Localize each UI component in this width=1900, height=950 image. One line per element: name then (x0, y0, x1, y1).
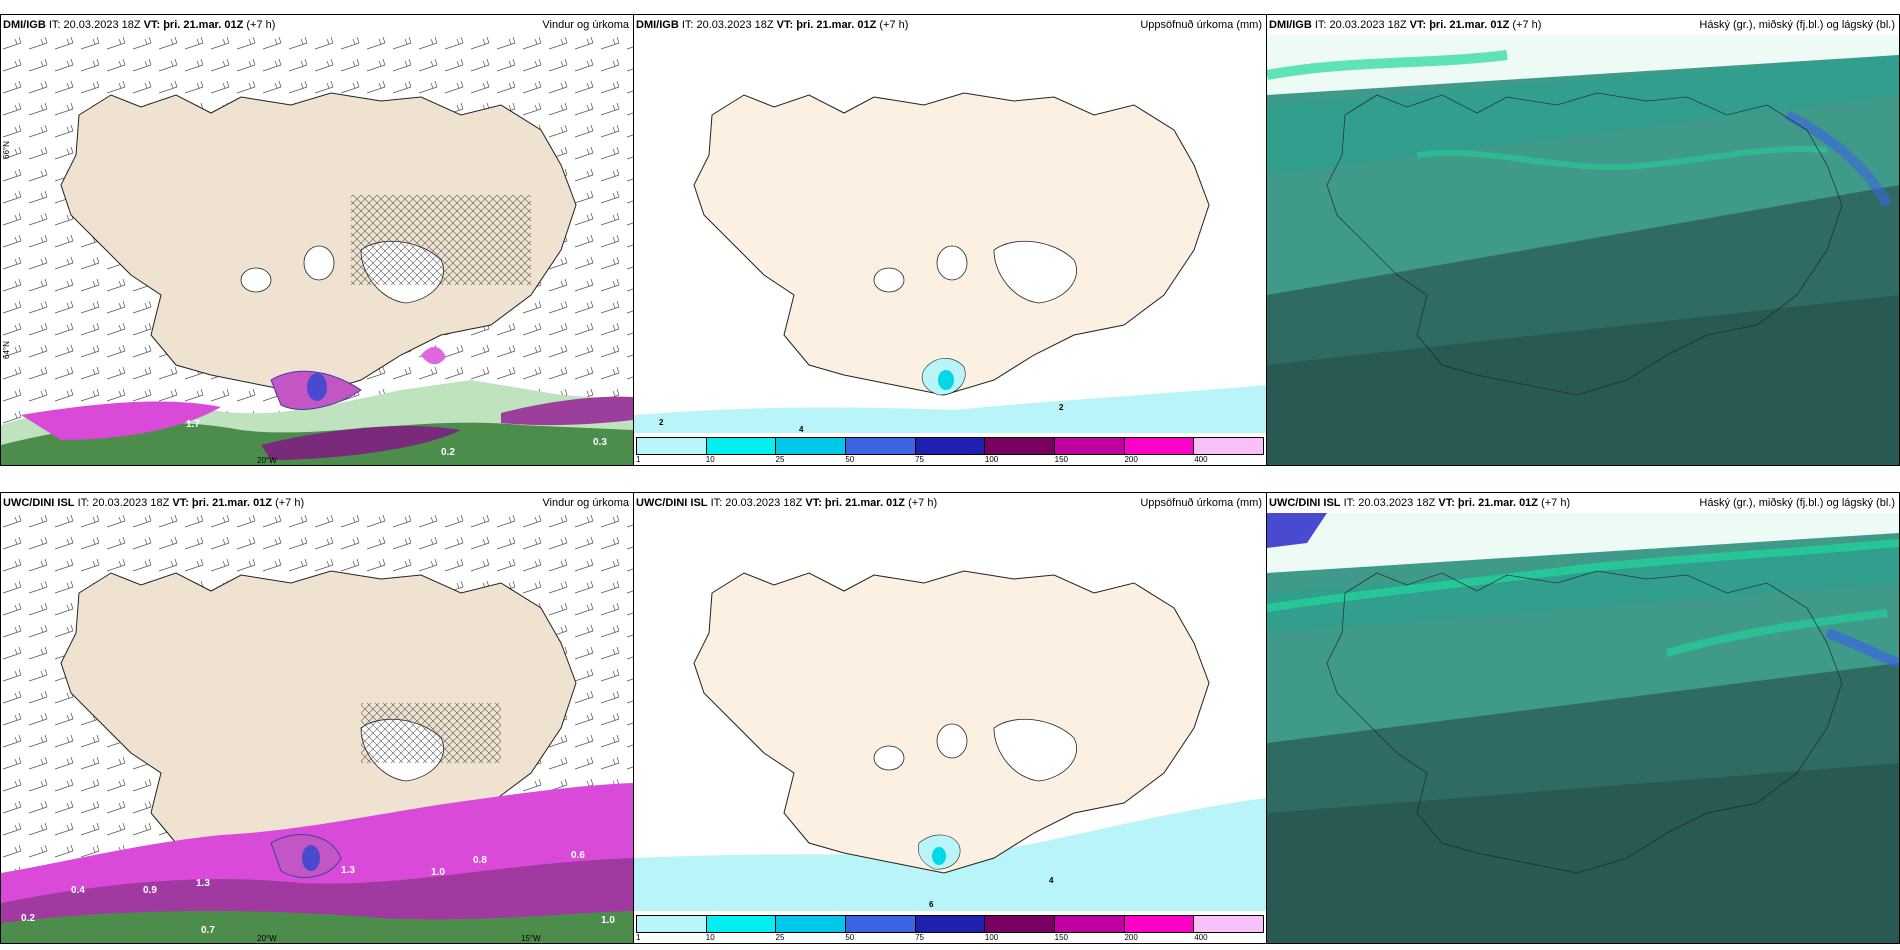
svg-text:0.2: 0.2 (441, 447, 455, 458)
accum-precip-map: 2 4 2 (634, 35, 1266, 433)
svg-text:0.2: 0.2 (21, 913, 35, 924)
svg-text:0.4: 0.4 (71, 885, 85, 896)
legend-swatch (706, 916, 777, 932)
wind-precip-map: 0.4 0.9 1.3 1.3 0.2 0.7 1.0 0.8 0.6 1.0 … (1, 513, 633, 943)
legend-swatch (706, 438, 777, 454)
legend-tick: 25 (775, 455, 785, 464)
svg-text:20°W: 20°W (257, 934, 277, 943)
legend-tick: 1 (636, 933, 641, 942)
legend-tick: 25 (775, 933, 785, 942)
clouds-map (1267, 35, 1899, 465)
panel-header: DMI/IGB IT: 20.03.2023 18Z VT: þri. 21.m… (3, 19, 629, 31)
panel-header: DMI/IGB IT: 20.03.2023 18Z VT: þri. 21.m… (636, 19, 1262, 31)
legend-swatch (1124, 438, 1195, 454)
svg-text:1.0: 1.0 (601, 915, 615, 926)
panel-header: UWC/DINI ISL IT: 20.03.2023 18Z VT: þri.… (636, 497, 1262, 509)
legend-swatch (846, 916, 916, 932)
svg-text:4: 4 (1049, 876, 1054, 885)
panel-accum-precip-dmi: DMI/IGB IT: 20.03.2023 18Z VT: þri. 21.m… (633, 14, 1267, 466)
legend-tick: 10 (705, 455, 715, 464)
svg-text:64°N: 64°N (2, 341, 11, 359)
legend-tick: 50 (845, 933, 855, 942)
legend-swatch (776, 916, 847, 932)
svg-text:0.3: 0.3 (593, 437, 607, 448)
svg-text:2: 2 (1059, 403, 1064, 412)
panel-clouds-dmi: DMI/IGB IT: 20.03.2023 18Z VT: þri. 21.m… (1266, 14, 1900, 466)
panel-clouds-uwc: UWC/DINI ISL IT: 20.03.2023 18Z VT: þri.… (1266, 492, 1900, 944)
panel-header: UWC/DINI ISL IT: 20.03.2023 18Z VT: þri.… (3, 497, 629, 509)
legend-swatch (1124, 916, 1195, 932)
svg-text:0.9: 0.9 (143, 885, 157, 896)
panel-header: DMI/IGB IT: 20.03.2023 18Z VT: þri. 21.m… (1269, 19, 1895, 31)
panel-wind-precip-uwc: UWC/DINI ISL IT: 20.03.2023 18Z VT: þri.… (0, 492, 634, 944)
precip-legend: 1 10 25 50 75 100 150 200 400 (634, 911, 1266, 943)
legend-tick: 150 (1054, 455, 1069, 464)
legend-tick: 100 (984, 455, 999, 464)
svg-text:4: 4 (799, 425, 804, 433)
legend-tick: 75 (915, 455, 925, 464)
legend-swatch (637, 916, 707, 932)
svg-text:66°N: 66°N (2, 141, 11, 159)
svg-text:0.7: 0.7 (201, 925, 215, 936)
svg-text:1.3: 1.3 (196, 878, 210, 889)
wind-precip-map: 1.7 0.2 0.3 66°N 64°N 20°W (1, 35, 633, 465)
svg-text:15°W: 15°W (521, 934, 541, 943)
legend-tick: 150 (1054, 933, 1069, 942)
legend-swatch (915, 438, 986, 454)
legend-swatch (915, 916, 986, 932)
svg-text:1.7: 1.7 (186, 419, 200, 430)
legend-swatch (776, 438, 847, 454)
svg-text:2: 2 (659, 418, 664, 427)
legend-swatch (1194, 916, 1264, 932)
legend-tick: 400 (1194, 455, 1208, 464)
legend-tick: 200 (1124, 933, 1138, 942)
legend-swatch (1055, 438, 1125, 454)
svg-text:20°W: 20°W (257, 456, 277, 465)
clouds-map (1267, 513, 1899, 943)
svg-text:1.3: 1.3 (341, 865, 355, 876)
legend-tick: 100 (984, 933, 999, 942)
legend-swatch (846, 438, 916, 454)
legend-tick: 75 (915, 933, 925, 942)
legend-tick: 10 (705, 933, 715, 942)
svg-text:1.0: 1.0 (431, 867, 445, 878)
svg-text:0.6: 0.6 (571, 850, 585, 861)
panel-wind-precip-dmi: DMI/IGB IT: 20.03.2023 18Z VT: þri. 21.m… (0, 14, 634, 466)
legend-tick: 50 (845, 455, 855, 464)
precip-legend: 1 10 25 50 75 100 150 200 400 (634, 433, 1266, 465)
legend-tick: 1 (636, 455, 641, 464)
legend-swatch (985, 916, 1056, 932)
legend-swatch (1194, 438, 1264, 454)
legend-tick: 400 (1194, 933, 1208, 942)
iceland-land (60, 92, 577, 396)
legend-swatch (985, 438, 1056, 454)
svg-text:6: 6 (929, 900, 934, 909)
legend-swatch (637, 438, 707, 454)
legend-tick: 200 (1124, 455, 1138, 464)
svg-text:0.8: 0.8 (473, 855, 487, 866)
legend-swatch (1055, 916, 1125, 932)
panel-accum-precip-uwc: UWC/DINI ISL IT: 20.03.2023 18Z VT: þri.… (633, 492, 1267, 944)
accum-precip-map: 4 6 (634, 513, 1266, 911)
panel-header: UWC/DINI ISL IT: 20.03.2023 18Z VT: þri.… (1269, 497, 1895, 509)
